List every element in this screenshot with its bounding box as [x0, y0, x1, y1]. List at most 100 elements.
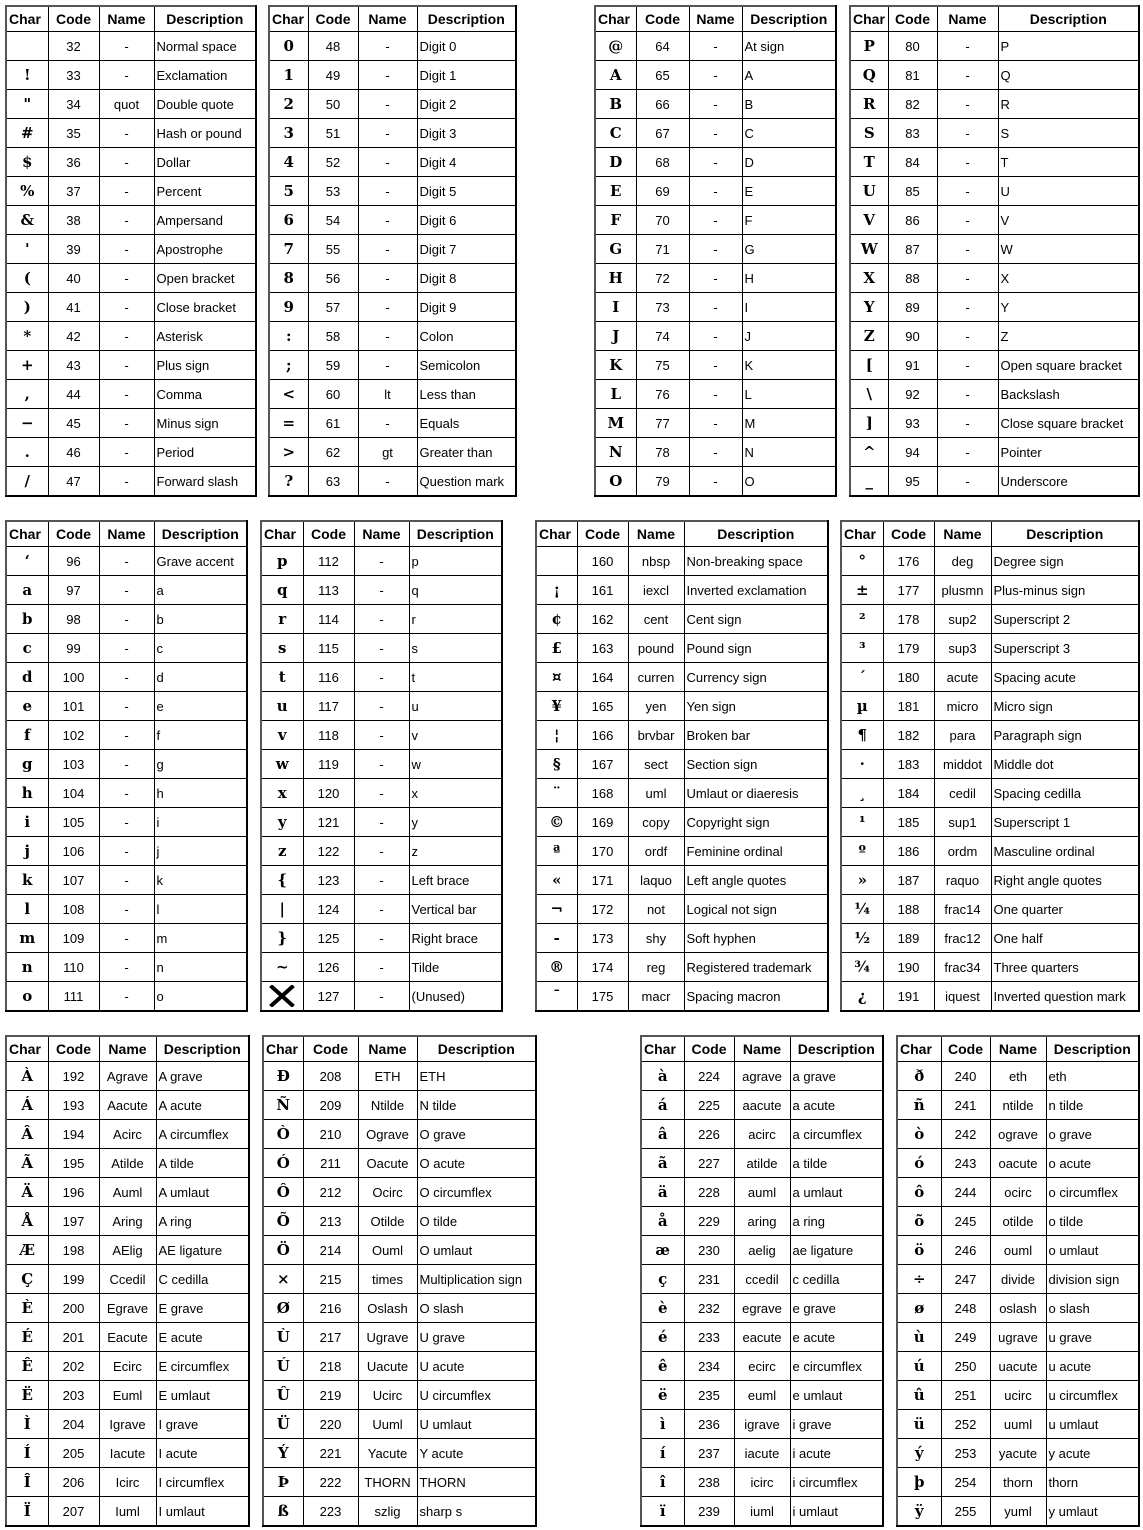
char-cell: ì: [640, 1409, 685, 1439]
char-cell: _: [849, 466, 889, 497]
column-header-code: Code: [683, 1035, 735, 1062]
code-cell: 171: [576, 865, 629, 895]
name-cell: -: [936, 437, 999, 467]
code-cell: 118: [302, 720, 355, 750]
table-row: 0 48- Digit 0: [268, 31, 517, 61]
char-cell: ü: [896, 1409, 942, 1439]
char-cell: Ã: [5, 1148, 49, 1178]
char-cell: t: [260, 662, 304, 692]
char-cell: ª: [535, 836, 578, 866]
description-cell: Cent sign: [683, 604, 829, 634]
description-cell: y umlaut: [1045, 1496, 1140, 1527]
description-cell: T: [997, 147, 1140, 177]
description-cell: e umlaut: [789, 1380, 884, 1410]
table-row: x 120- x: [260, 778, 503, 808]
description-cell: G: [741, 234, 837, 264]
description-cell: Digit 3: [416, 118, 517, 148]
char-cell: È: [5, 1293, 49, 1323]
description-cell: Close bracket: [153, 292, 257, 322]
table-row: ¹ 185 sup1 Superscript 1: [840, 807, 1140, 837]
description-cell: A circumflex: [155, 1119, 250, 1149]
header-row: Char Code Name Description: [535, 520, 829, 547]
name-cell: ordf: [627, 836, 685, 866]
code-cell: 250: [940, 1351, 991, 1381]
name-cell: Oslash: [357, 1293, 418, 1323]
code-cell: 84: [887, 147, 938, 177]
name-cell: -: [353, 923, 410, 953]
table-row: ô 244 ocirc o circumflex: [896, 1177, 1140, 1207]
table-row: Ú 218 Uacute U acute: [262, 1351, 537, 1381]
code-cell: 180: [882, 662, 935, 692]
name-cell: -: [357, 205, 418, 235]
name-cell: -: [357, 89, 418, 119]
table-row: A 65- A: [594, 60, 837, 90]
description-cell: Underscore: [997, 466, 1140, 497]
description-cell: One half: [990, 923, 1140, 953]
table-row: = 61- Equals: [268, 408, 517, 438]
description-cell: Right brace: [408, 923, 503, 953]
name-cell: -: [357, 118, 418, 148]
table-row: 2 50- Digit 2: [268, 89, 517, 119]
code-cell: 212: [302, 1177, 359, 1207]
description-cell: u acute: [1045, 1351, 1140, 1381]
table-row: n 110- n: [5, 952, 248, 982]
code-cell: 204: [47, 1409, 100, 1439]
table-row: 6 54- Digit 6: [268, 205, 517, 235]
code-cell: 189: [882, 923, 935, 953]
code-cell: 43: [47, 350, 100, 380]
column-header-description: Description: [155, 1035, 250, 1062]
code-cell: 34: [47, 89, 100, 119]
description-cell: K: [741, 350, 837, 380]
code-cell: 201: [47, 1322, 100, 1352]
name-cell: -: [98, 749, 155, 779]
code-cell: 244: [940, 1177, 991, 1207]
table-row: c 99- c: [5, 633, 248, 663]
description-cell: C cedilla: [155, 1264, 250, 1294]
table-row: Æ 198 AElig AE ligature: [5, 1235, 250, 1265]
char-cell: .: [5, 437, 49, 467]
description-cell: Semicolon: [416, 350, 517, 380]
description-cell: Digit 2: [416, 89, 517, 119]
char-cell: «: [535, 865, 578, 895]
char-cell: S: [849, 118, 889, 148]
table-row: ) 41- Close bracket: [5, 292, 257, 322]
code-cell: 249: [940, 1322, 991, 1352]
char-cell: Ö: [262, 1235, 304, 1265]
char-cell: ó: [896, 1148, 942, 1178]
char-cell: Q: [849, 60, 889, 90]
name-cell: -: [936, 205, 999, 235]
column-header-name: Name: [353, 520, 410, 547]
column-header-name: Name: [627, 520, 685, 547]
code-cell: 65: [635, 60, 690, 90]
char-cell: x: [260, 778, 304, 808]
name-cell: -: [688, 60, 743, 90]
char-cell: ú: [896, 1351, 942, 1381]
code-cell: 51: [307, 118, 359, 148]
char-cell: ø: [896, 1293, 942, 1323]
name-cell: -: [688, 466, 743, 497]
char-cell: ê: [640, 1351, 685, 1381]
code-cell: 231: [683, 1264, 735, 1294]
code-cell: 108: [47, 894, 100, 924]
code-cell: 99: [47, 633, 100, 663]
name-cell: THORN: [357, 1467, 418, 1497]
name-cell: middot: [933, 749, 992, 779]
character-table: Char Code Name Description p 112- p q 113- q r 114-…: [260, 520, 503, 1012]
header-row: Char Code Name Description: [849, 5, 1140, 32]
char-cell: ¶: [840, 720, 884, 750]
column-header-char: Char: [268, 5, 309, 32]
code-cell: 169: [576, 807, 629, 837]
description-cell: Digit 8: [416, 263, 517, 293]
character-table: Char Code Name Description 32- Normal space!…: [5, 5, 257, 497]
column-header-description: Description: [416, 5, 517, 32]
description-cell: u circumflex: [1045, 1380, 1140, 1410]
table-row: © 169 copy Copyright sign: [535, 807, 829, 837]
char-cell: ¢: [535, 604, 578, 634]
name-cell: frac14: [933, 894, 992, 924]
name-cell: Otilde: [357, 1206, 418, 1236]
description-cell: I: [741, 292, 837, 322]
char-cell: Å: [5, 1206, 49, 1236]
description-cell: Digit 7: [416, 234, 517, 264]
description-cell: o: [153, 981, 248, 1012]
table-row: #35- Hash or pound: [5, 118, 257, 148]
